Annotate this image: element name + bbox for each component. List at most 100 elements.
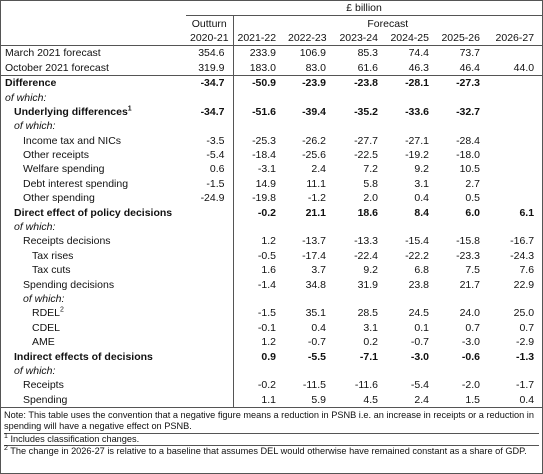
row: of which: <box>1 90 542 105</box>
cell: -5.4 <box>186 147 234 163</box>
cell <box>284 292 334 306</box>
cell: -24.9 <box>186 191 234 206</box>
cell: -1.2 <box>307 192 326 205</box>
row: of which: <box>1 363 542 379</box>
cell <box>284 364 334 378</box>
cell: 46.3 <box>408 61 429 74</box>
cell: -22.2 <box>405 249 429 262</box>
cell: -15.8 <box>456 235 480 248</box>
row: Spending 1.1 5.9 4.5 2.4 1.5 0.4 <box>1 392 542 407</box>
label-text: Other receipts <box>23 149 89 162</box>
cell: 1.5 <box>465 393 480 406</box>
cell: -18.0 <box>456 149 480 162</box>
row: Indirect effects of decisions 0.9 -5.5 -7.1… <box>1 349 542 364</box>
row-label: Spending decisions <box>1 277 186 291</box>
label-text: of which: <box>14 364 56 377</box>
cell: 354.6 <box>186 45 234 61</box>
row: CDEL -0.1 0.4 3.1 0.1 0.7 0.7 <box>1 320 542 335</box>
row-label: of which: <box>1 220 186 234</box>
cell: 2.4 <box>414 393 429 406</box>
label-text: AME <box>32 336 55 349</box>
years-row: 2020-21 2021-22 2022-23 2023-24 2024-25 2025-… <box>1 30 542 47</box>
cell: 9.2 <box>363 264 378 277</box>
cell: 25.0 <box>513 307 535 320</box>
header-row: Outturn Forecast <box>1 15 542 31</box>
row: RDEL2 -1.5 35.1 28.5 24.5 24.0 25.0 <box>1 306 542 321</box>
row-label: CDEL <box>1 321 186 335</box>
row: of which: <box>1 219 542 235</box>
note: 2 The change in 2026-27 is relative to a… <box>4 445 539 458</box>
cell <box>488 364 542 378</box>
row-label: Receipts <box>1 378 186 392</box>
cell <box>437 220 488 234</box>
header-row: £ billion <box>1 1 542 17</box>
cell: 6.8 <box>414 264 429 277</box>
row-label: Income tax and NICs <box>1 134 186 148</box>
cell: 11.1 <box>306 177 326 190</box>
cell <box>386 292 437 306</box>
cell: -28.1 <box>386 74 437 91</box>
cell: -0.5 <box>257 249 276 262</box>
label-text: RDEL <box>32 307 61 320</box>
row-label: Tax cuts <box>1 263 186 277</box>
cell: -1.3 <box>515 350 535 363</box>
cell: -0.6 <box>461 350 480 363</box>
cell: 21.1 <box>305 206 326 219</box>
cell: 0.7 <box>465 321 480 334</box>
cell: -3.1 <box>257 163 276 176</box>
cell <box>437 292 488 306</box>
label-text: Other spending <box>23 192 95 205</box>
cell <box>334 220 386 234</box>
unit: £ billion <box>186 1 542 17</box>
row: Other receipts -5.4 -18.4 -25.6 -22.5 -19.2 -1… <box>1 147 542 163</box>
cell: 31.9 <box>357 278 378 291</box>
cell: -25.3 <box>252 134 276 147</box>
row-label: March 2021 forecast <box>1 46 186 61</box>
cell: 83.0 <box>305 61 326 74</box>
cell: -2.0 <box>461 379 480 392</box>
cell: -2.9 <box>515 336 535 349</box>
cell <box>437 90 488 104</box>
row-label: of which: <box>1 90 186 104</box>
cell: 35.1 <box>305 307 326 320</box>
row-label: AME <box>1 335 186 349</box>
cell: 46.4 <box>459 61 480 74</box>
cell: 2.0 <box>363 192 378 205</box>
cell <box>284 119 334 133</box>
cell <box>334 119 386 133</box>
year: 2024-25 <box>386 30 437 47</box>
cell <box>488 119 542 133</box>
cell <box>284 220 334 234</box>
cell: -34.7 <box>186 74 234 91</box>
row-label: Difference <box>1 74 186 91</box>
cell <box>488 90 542 104</box>
label-text: of which: <box>14 120 56 133</box>
cell <box>488 177 542 191</box>
cell: 61.6 <box>357 61 378 74</box>
cell: 0.6 <box>186 162 234 177</box>
cell: 10.5 <box>459 163 480 176</box>
cell: -0.2 <box>257 379 276 392</box>
notes: Note: This table uses the convention tha… <box>1 406 542 460</box>
cell: -23.8 <box>334 74 386 91</box>
cell: 3.1 <box>363 321 378 334</box>
note: Note: This table uses the convention tha… <box>4 410 539 434</box>
note: 1 Includes classification changes. <box>4 433 539 447</box>
cell: -35.2 <box>354 105 378 118</box>
label-text: Difference <box>5 77 57 90</box>
cell: -51.6 <box>252 105 276 118</box>
cell: 0.1 <box>414 321 429 334</box>
label-text: Spending <box>23 393 68 406</box>
year: 2026-27 <box>488 30 542 47</box>
cell: 5.8 <box>363 177 378 190</box>
label-text: Spending decisions <box>23 278 115 291</box>
empty <box>1 1 186 16</box>
cell: 1.2 <box>261 235 276 248</box>
cell <box>186 248 234 264</box>
row-label: of which: <box>1 119 186 133</box>
cell <box>437 119 488 133</box>
cell: -22.4 <box>354 249 378 262</box>
cell <box>334 90 386 104</box>
cell: 73.7 <box>459 47 480 60</box>
row: Tax cuts 1.6 3.7 9.2 6.8 7.5 7.6 <box>1 263 542 278</box>
